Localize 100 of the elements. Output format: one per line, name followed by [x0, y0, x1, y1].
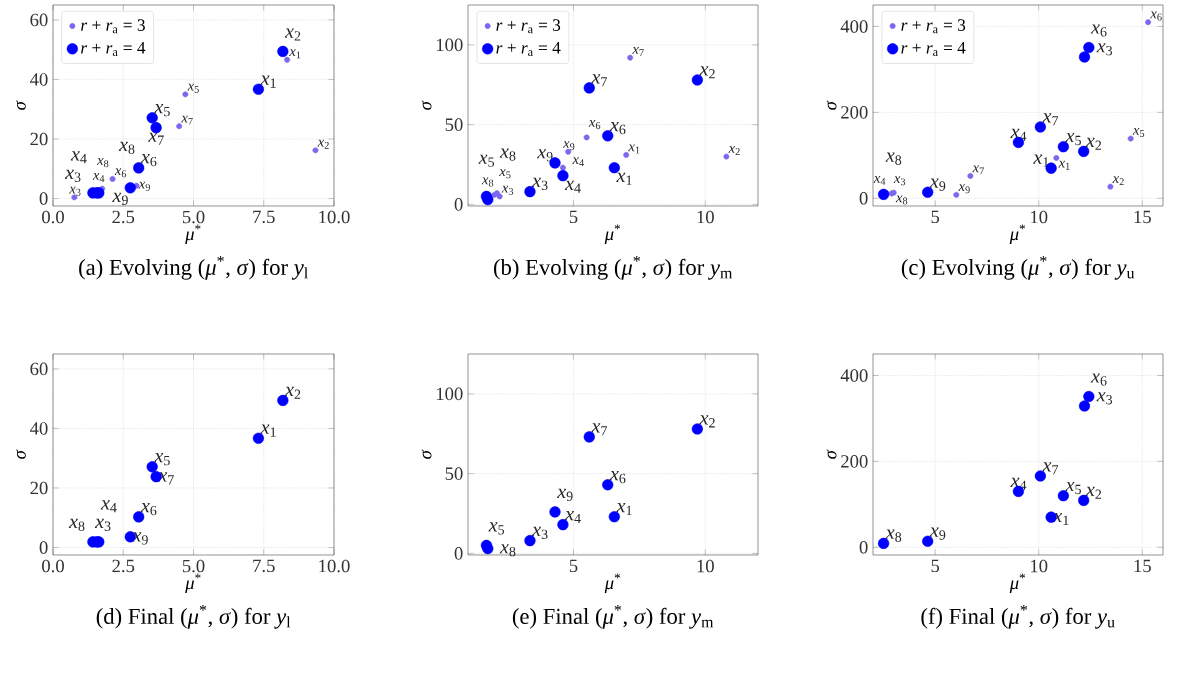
y-axis-title: σ — [826, 449, 837, 459]
annotation: x$_{1}$ — [260, 75, 276, 88]
legend-label: r + r$_{a}$ = 4 — [901, 42, 966, 57]
annotation: x$_{9}$ — [929, 178, 946, 191]
annotation: x$_{6}$ — [588, 120, 601, 130]
y-tick-label: 60 — [30, 362, 48, 376]
annotation: x$_{5}$ — [478, 154, 495, 167]
annotation: x$_{8}$ — [499, 544, 516, 557]
y-axis-title: σ — [826, 100, 837, 110]
x-axis-title: μ$^{*}$ — [604, 224, 621, 244]
x-tick-label: 15 — [1134, 559, 1151, 573]
annotation: x$_{7}$ — [632, 47, 644, 57]
annotation: x$_{9}$ — [138, 181, 150, 191]
y-tick-label: 20 — [30, 132, 48, 146]
x-tick-label: 2.5 — [112, 210, 135, 224]
y-tick-label: 400 — [840, 369, 868, 382]
y-tick-label: 60 — [30, 13, 48, 27]
annotation: x$_{1}$ — [616, 172, 632, 185]
annotation: x$_{2}$ — [1085, 486, 1102, 499]
y-tick-label: 200 — [841, 106, 868, 119]
y-axis-title: σ — [16, 100, 26, 110]
x-tick-label: 10.0 — [319, 210, 350, 224]
annotation: x$_{8}$ — [118, 141, 135, 154]
text: (a) Evolving (μ$^{*}$, σ) for y$_{l}$ — [79, 256, 308, 280]
annotation: x$_{4}$ — [92, 173, 105, 182]
y-tick-label: 400 — [840, 20, 868, 33]
y-axis-title: σ — [421, 100, 432, 110]
annotation: x$_{5}$ — [154, 453, 170, 466]
x-tick-label: 10.0 — [319, 559, 350, 573]
legend-label: r + r$_{a}$ = 3 — [901, 19, 966, 34]
annotation: x$_{3}$ — [1096, 43, 1113, 56]
annotation: x$_{4}$ — [873, 175, 886, 185]
x-tick-label: 5 — [569, 559, 578, 573]
y-axis-title: σ — [16, 449, 26, 459]
annotation: x$_{3}$ — [94, 518, 111, 531]
annotation: x$_{5}$ — [187, 83, 199, 93]
annotation: x$_{2}$ — [317, 139, 329, 149]
annotation: x$_{1}$ — [616, 503, 632, 516]
x-tick-label: 5 — [931, 559, 940, 573]
legend-label: r + r$_{a}$ = 3 — [81, 19, 145, 34]
annotation: x$_{9}$ — [112, 192, 128, 205]
x-tick-label: 0.0 — [42, 210, 64, 224]
x-tick-label: 15 — [1134, 210, 1151, 224]
annotation: x$_{3}$ — [1096, 392, 1113, 405]
annotation: x$_{8}$ — [96, 158, 109, 168]
annotation: x$_{8}$ — [885, 152, 902, 165]
annotation: x$_{1}$ — [289, 49, 301, 59]
annotation: x$_{5}$ — [1132, 127, 1145, 137]
x-axis-title: μ$^{*}$ — [185, 224, 201, 245]
annotation: x$_{2}$ — [284, 28, 301, 41]
y-tick-label: 50 — [445, 118, 463, 131]
y-tick-label: 0 — [39, 192, 48, 205]
y-tick-label: 100 — [436, 387, 463, 401]
annotation: x$_{2}$ — [699, 415, 715, 428]
y-tick-label: 40 — [29, 422, 48, 435]
annotation: x$_{8}$ — [68, 518, 85, 531]
y-tick-label: 100 — [436, 38, 463, 52]
annotation: x$_{6}$ — [1090, 24, 1107, 37]
annotation: x$_{7}$ — [972, 165, 984, 175]
x-tick-label: 5 — [931, 210, 940, 224]
annotation: x$_{5}$ — [1065, 481, 1081, 495]
annotation: x$_{2}$ — [699, 66, 715, 79]
annotation: x$_{7}$ — [591, 423, 608, 436]
x-tick-label: 5.0 — [182, 559, 205, 573]
y-tick-label: 0 — [454, 198, 463, 211]
legend-label: r + r$_{a}$ = 4 — [81, 42, 146, 57]
annotation: x$_{6}$ — [609, 471, 626, 484]
annotation: x$_{2}$ — [1112, 176, 1124, 186]
annotation: x$_{3}$ — [893, 176, 906, 186]
y-tick-label: 0 — [859, 540, 868, 554]
annotation: x$_{3}$ — [69, 186, 81, 196]
annotation: x$_{3}$ — [501, 185, 514, 195]
annotation: x$_{2}$ — [728, 146, 740, 155]
y-tick-label: 200 — [841, 455, 868, 468]
annotation: x$_{9}$ — [958, 184, 970, 194]
x-axis-title: μ$^{*}$ — [604, 573, 621, 593]
annotation: x$_{9}$ — [562, 141, 575, 151]
annotation: x$_{6}$ — [140, 154, 157, 167]
annotation: x$_{2}$ — [284, 386, 301, 399]
annotation: x$_{8}$ — [481, 177, 494, 187]
annotation: x$_{9}$ — [537, 149, 553, 162]
annotation: x$_{9}$ — [929, 527, 946, 540]
y-tick-label: 40 — [29, 73, 48, 86]
annotation: x$_{2}$ — [1085, 137, 1102, 150]
x-tick-label: 7.5 — [253, 210, 275, 224]
annotation: x$_{7}$ — [181, 115, 193, 125]
x-axis-title: μ$^{*}$ — [1009, 573, 1026, 593]
legend-label: r + r$_{a}$ = 3 — [496, 19, 561, 34]
annotation: x$_{6}$ — [114, 168, 127, 178]
x-tick-label: 5 — [569, 210, 578, 224]
annotation: x$_{7}$ — [1042, 113, 1059, 126]
annotation: x$_{1}$ — [260, 424, 276, 437]
annotation: x$_{5}$ — [154, 104, 170, 117]
y-tick-label: 0 — [859, 191, 868, 205]
x-tick-label: 10 — [1031, 210, 1048, 224]
annotation: x$_{5}$ — [488, 522, 505, 535]
y-tick-label: 0 — [39, 541, 48, 554]
x-tick-label: 10 — [697, 559, 714, 573]
annotation: x$_{6}$ — [1090, 373, 1107, 386]
annotation: x$_{6}$ — [140, 503, 157, 516]
